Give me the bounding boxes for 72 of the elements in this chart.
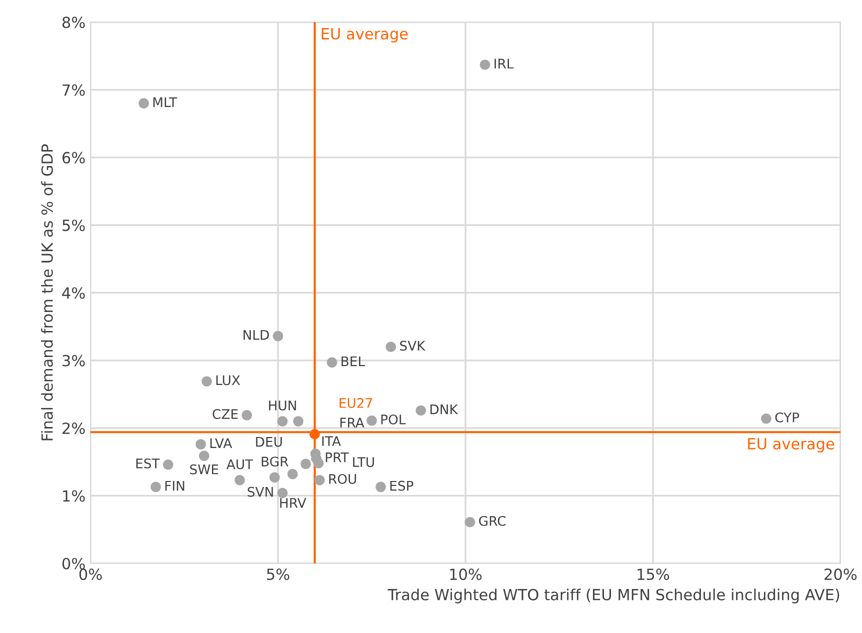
point xyxy=(272,330,284,342)
annotation: DEU xyxy=(256,436,282,447)
annotation: DNK xyxy=(430,404,458,414)
annotation: LVA xyxy=(210,438,232,448)
point xyxy=(761,413,772,424)
annotation: SVN xyxy=(248,486,273,497)
point xyxy=(464,516,476,528)
ref-line-label: EU average xyxy=(322,28,408,42)
y-axis-title: Final demand from the UK as % of GDP xyxy=(41,144,53,440)
annotation: IRL xyxy=(494,58,514,68)
y-tick-label: 1% xyxy=(63,490,85,502)
annotation: HRV xyxy=(280,498,306,508)
x-tick-label: 5% xyxy=(267,568,290,580)
annotation: FIN xyxy=(165,480,184,491)
annotation: MLT xyxy=(153,97,178,107)
x-tick-label: 15% xyxy=(638,568,670,580)
annotation: BGR xyxy=(262,456,288,467)
point xyxy=(202,376,212,387)
y-tick-label: 0% xyxy=(62,558,85,570)
annotation: LTU xyxy=(353,457,374,468)
x-tick-label: 10% xyxy=(450,568,482,580)
point xyxy=(310,429,320,440)
point xyxy=(150,482,161,492)
annotation: HUN xyxy=(269,400,296,410)
point xyxy=(234,475,245,486)
point xyxy=(242,410,252,420)
point xyxy=(300,458,311,470)
point xyxy=(277,416,288,426)
x-tick-label: 0% xyxy=(79,568,102,580)
annotation: BEL xyxy=(342,356,365,366)
point xyxy=(376,482,386,492)
point xyxy=(314,475,325,486)
point xyxy=(138,98,149,108)
point xyxy=(480,60,490,70)
y-tick-label: 6% xyxy=(62,152,85,164)
annotation: ESP xyxy=(390,480,414,491)
annotation: SVK xyxy=(400,340,426,351)
point xyxy=(293,416,304,426)
point xyxy=(416,405,426,416)
point xyxy=(386,342,396,352)
annotation: EST xyxy=(136,458,160,468)
y-tick-label: 7% xyxy=(62,84,85,96)
annotation: POL xyxy=(381,414,406,424)
annotation: ITA xyxy=(322,436,341,446)
point xyxy=(269,472,280,483)
y-tick-label: 4% xyxy=(62,287,85,299)
annotation: EU27 xyxy=(340,398,372,408)
y-tick-label: 2% xyxy=(62,422,85,434)
x-axis-title: Trade Wighted WTO tariff (EU MFN Schedule including AVE) xyxy=(388,588,840,604)
annotation: PRT xyxy=(326,452,349,462)
y-tick-label: 8% xyxy=(62,16,85,28)
annotation: CYP xyxy=(775,412,800,422)
annotation: AUT xyxy=(226,459,254,470)
point xyxy=(198,450,210,461)
point xyxy=(366,415,377,426)
x-tick-label: 20% xyxy=(824,568,857,580)
annotation: FRA xyxy=(340,418,364,428)
y-tick-label: 3% xyxy=(62,354,85,366)
annotation: GRC xyxy=(479,516,506,526)
point xyxy=(277,488,288,498)
point xyxy=(162,459,174,470)
point xyxy=(196,439,206,450)
annotation: NLD xyxy=(244,330,269,340)
annotation: ROU xyxy=(329,474,356,484)
y-tick-label: 5% xyxy=(62,220,85,232)
point xyxy=(287,468,298,480)
point xyxy=(326,357,338,368)
ref-line-label: EU average xyxy=(748,438,834,452)
annotation: LUX xyxy=(216,375,240,386)
point xyxy=(313,458,324,468)
annotation: CZE xyxy=(212,409,238,420)
annotation: SWE xyxy=(190,464,218,474)
